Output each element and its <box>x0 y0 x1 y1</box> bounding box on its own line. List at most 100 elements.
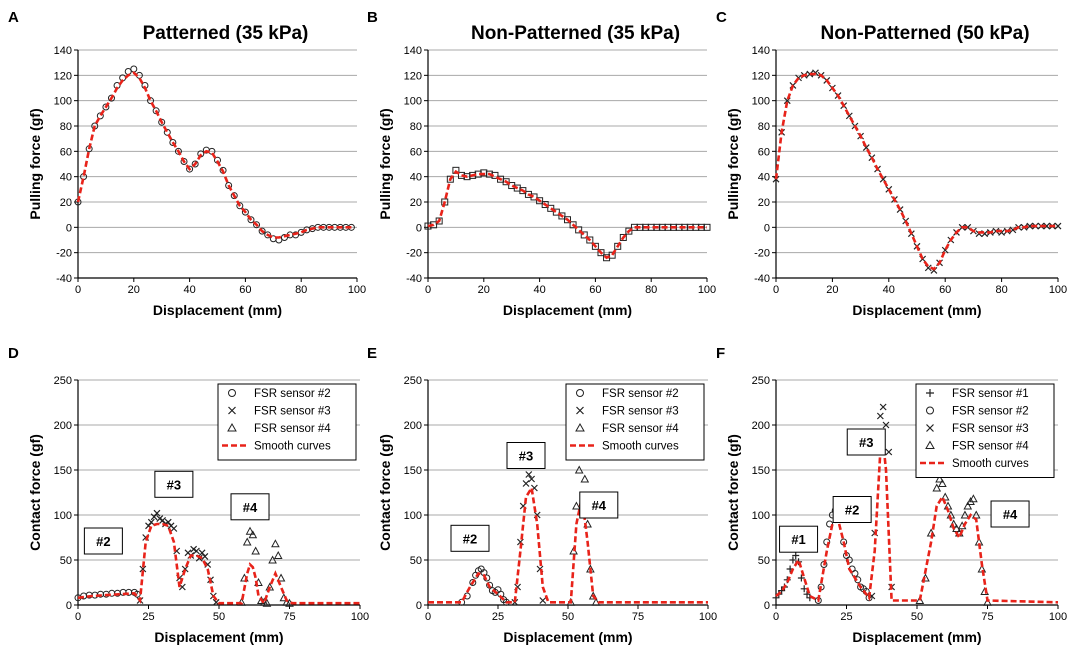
data-point <box>152 107 160 115</box>
data-point <box>614 242 622 250</box>
data-point <box>163 128 171 136</box>
x-tick-label: 0 <box>75 611 81 623</box>
data-point <box>586 236 594 244</box>
legend-label: Smooth curves <box>254 441 331 453</box>
x-tick-label: 20 <box>478 284 490 296</box>
x-tick-label: 100 <box>1049 284 1067 296</box>
x-axis-label: Displacement (mm) <box>503 629 632 645</box>
x-tick-label: 75 <box>981 611 993 623</box>
data-point <box>225 182 233 190</box>
data-point <box>932 483 942 492</box>
y-axis-label: Contact force (gf) <box>377 434 393 551</box>
y-tick-label: 100 <box>54 96 72 108</box>
y-tick-label: 150 <box>404 465 422 477</box>
x-tick-label: 75 <box>632 611 644 623</box>
data-point <box>797 574 805 582</box>
data-point <box>96 112 104 120</box>
x-tick-label: 100 <box>1049 611 1067 623</box>
y-tick-label: 250 <box>404 375 422 387</box>
data-point <box>236 202 244 210</box>
x-axis-label: Displacement (mm) <box>852 629 981 645</box>
y-tick-label: 150 <box>752 465 770 477</box>
annotation-box <box>579 491 619 519</box>
data-point <box>201 552 209 560</box>
data-point <box>169 138 177 146</box>
data-point <box>938 478 947 487</box>
y-tick-label: 0 <box>764 600 770 612</box>
panel-d: D 0 50 100 150 200 250 0 25 50 75 100 Displacement (… <box>8 345 369 645</box>
x-tick-label: 100 <box>351 611 369 623</box>
legend-label: FSR sensor #4 <box>602 423 679 435</box>
data-point <box>107 94 115 102</box>
y-tick-label: 100 <box>404 96 422 108</box>
x-axis-label: Displacement (mm) <box>852 302 981 318</box>
x-tick-label: 60 <box>239 284 251 296</box>
data-point <box>591 242 599 250</box>
annotation-label: #4 <box>243 500 258 515</box>
legend-label: Smooth curves <box>602 441 679 453</box>
y-tick-label: 40 <box>60 172 72 184</box>
y-tick-label: 100 <box>752 510 770 522</box>
annotation-box <box>832 496 872 523</box>
panel-b: B Non-Patterned (35 kPa) -40 -20 0 20 40 60 80 10… <box>367 9 716 318</box>
smooth-curve <box>428 484 708 604</box>
data-point <box>876 412 884 420</box>
data-point <box>541 201 549 209</box>
y-tick-label: 40 <box>758 172 770 184</box>
data-point <box>191 160 199 168</box>
legend-label: FSR sensor #2 <box>254 388 331 400</box>
x-axis-label: Displacement (mm) <box>503 302 632 318</box>
annotation-box <box>450 524 490 552</box>
y-tick-label: 200 <box>54 420 72 432</box>
legend-swatch <box>926 406 934 415</box>
y-axis-label: Contact force (gf) <box>725 434 741 551</box>
y-tick-label: 60 <box>60 146 72 158</box>
legend-label: FSR sensor #4 <box>254 423 331 435</box>
y-tick-label: 60 <box>758 146 770 158</box>
data-point <box>588 591 598 600</box>
data-point <box>803 590 811 598</box>
annotation-label: #2 <box>845 503 859 518</box>
y-tick-label: -20 <box>754 248 770 260</box>
data-point <box>792 552 800 559</box>
data-point <box>153 509 161 517</box>
data-point <box>575 226 583 234</box>
data-point <box>826 520 834 528</box>
data-point <box>248 530 258 539</box>
data-point <box>258 227 266 235</box>
data-point <box>174 147 182 155</box>
y-tick-label: 140 <box>54 45 72 57</box>
annotation-box <box>83 527 123 555</box>
y-tick-label: -40 <box>754 273 770 285</box>
panel-title: Patterned (35 kPa) <box>143 23 309 44</box>
data-point <box>882 421 890 429</box>
data-point <box>580 474 590 483</box>
panel-letter: D <box>8 345 19 362</box>
data-point <box>778 587 786 595</box>
x-tick-label: 75 <box>283 611 295 623</box>
annotation-label: #4 <box>1003 507 1018 522</box>
data-point <box>619 233 627 241</box>
data-point <box>511 598 519 606</box>
data-point <box>915 595 925 604</box>
x-tick-label: 50 <box>911 611 923 623</box>
data-point <box>124 68 132 76</box>
data-point <box>180 157 188 165</box>
x-tick-label: 60 <box>939 284 951 296</box>
x-tick-label: 40 <box>183 284 195 296</box>
data-point <box>564 216 571 224</box>
annotation-label: #2 <box>463 531 477 546</box>
data-point <box>102 103 110 111</box>
y-tick-label: 50 <box>60 555 72 567</box>
data-point <box>992 227 1000 235</box>
legend-label: FSR sensor #3 <box>254 406 331 418</box>
y-tick-label: -20 <box>406 248 422 260</box>
x-tick-label: 0 <box>773 611 779 623</box>
y-tick-label: 80 <box>60 121 72 133</box>
panel-title: Non-Patterned (50 kPa) <box>820 23 1029 44</box>
data-point <box>552 208 560 216</box>
annotation-label: #2 <box>96 534 110 549</box>
data-point <box>525 471 533 478</box>
data-point <box>273 550 283 559</box>
legend-label: FSR sensor #1 <box>952 388 1029 400</box>
